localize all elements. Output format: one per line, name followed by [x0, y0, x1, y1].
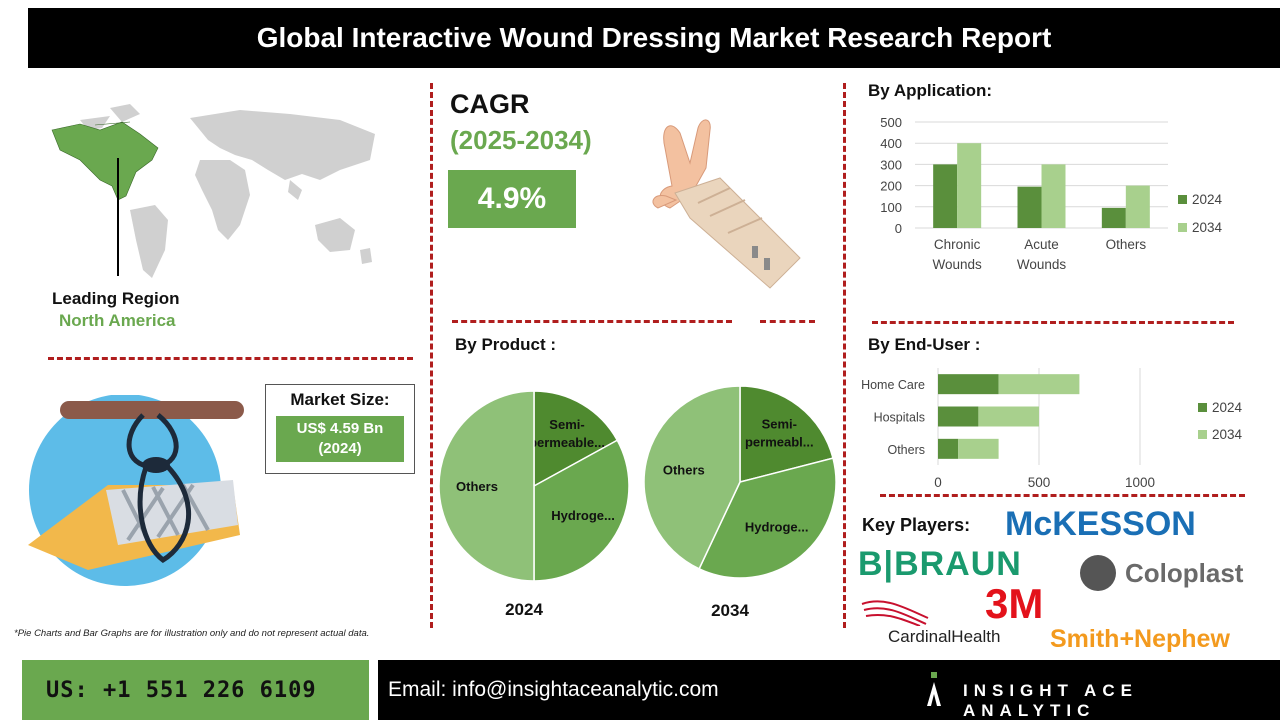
enduser-bar-chart: 0 500 1000 Home Care Hospitals Others 2024 2034	[861, 368, 1243, 490]
bar	[1017, 186, 1042, 228]
legend-label: 2034	[1212, 427, 1243, 442]
y-tick-label: 300	[880, 157, 902, 172]
bar	[938, 438, 959, 459]
divider-vertical-right	[843, 83, 846, 628]
application-bar-chart: 0 100 200 300 400 500 Chronic Wounds Acute Wounds…	[880, 115, 1223, 272]
x-tick-label: Chronic	[934, 237, 981, 252]
x-tick-label: 1000	[1125, 475, 1155, 490]
cagr-value: 4.9%	[448, 170, 576, 228]
cardinal-health-logo: CardinalHealth	[888, 627, 1001, 646]
divider-enduser	[880, 494, 1245, 497]
smith-nephew-logo: Smith+Nephew	[1050, 625, 1230, 653]
bar	[1101, 207, 1126, 228]
region-pointer-line	[117, 158, 119, 276]
x-tick-label: Wounds	[1017, 257, 1067, 272]
divider-vertical-left	[430, 83, 433, 628]
pie-year-label: 2034	[711, 601, 749, 620]
y-tick-label: 400	[880, 136, 902, 151]
pie-label: Hydroge...	[551, 508, 615, 523]
bbraun-logo: B|BRAUN	[858, 545, 1022, 583]
market-size-value: US$ 4.59 Bn	[296, 420, 384, 437]
y-tick-label: Others	[887, 443, 925, 457]
x-tick-label: Acute	[1024, 237, 1059, 252]
footer-email[interactable]: Email: info@insightaceanalytic.com	[388, 678, 719, 701]
market-size-year: (2024)	[318, 440, 362, 457]
bar	[938, 406, 979, 427]
pie-label: Others	[663, 462, 705, 477]
legend-label: 2024	[1212, 400, 1243, 415]
coloplast-logo: Coloplast	[1125, 558, 1244, 588]
page-title: Global Interactive Wound Dressing Market…	[28, 8, 1280, 68]
divider-cagr	[452, 320, 732, 323]
pie-slice	[533, 439, 630, 582]
product-title: By Product :	[455, 335, 557, 354]
bar	[933, 164, 958, 228]
y-tick-label: 100	[880, 200, 902, 215]
mckesson-logo: McKESSON	[1005, 505, 1196, 543]
product-pie-charts: Semi-permeable... Hydroge... Others 2024 Sem…	[438, 385, 837, 620]
bar	[957, 143, 982, 228]
cagr-label: CAGR	[450, 89, 530, 119]
bar	[978, 406, 1039, 427]
cagr-period: (2025-2034)	[450, 125, 592, 155]
footer-phone[interactable]: US: +1 551 226 6109	[22, 660, 369, 720]
legend-swatch	[1198, 430, 1207, 439]
leading-region-value: North America	[59, 311, 176, 330]
divider-cagr-end	[760, 320, 815, 323]
pie-slice	[643, 385, 741, 570]
pie-label: Hydroge...	[745, 519, 809, 534]
legend-label: 2024	[1192, 192, 1223, 207]
legend-swatch	[1178, 195, 1187, 204]
3m-logo: 3M	[985, 580, 1044, 627]
x-tick-label: 0	[934, 475, 942, 490]
wrist-bandage-illustration	[652, 119, 801, 289]
pie-label: Semi-	[549, 417, 584, 432]
legend-label: 2034	[1192, 220, 1223, 235]
bar	[938, 374, 999, 395]
arm-sling-illustration	[28, 395, 244, 586]
pie-label: Semi-	[762, 416, 797, 431]
y-tick-label: Home Care	[861, 378, 925, 392]
bar	[1041, 164, 1066, 228]
y-tick-label: 0	[895, 221, 902, 236]
pie-label: permeabl...	[745, 434, 814, 449]
x-tick-label: Wounds	[933, 257, 983, 272]
pie-slice	[533, 390, 619, 488]
pie-label: Others	[456, 479, 498, 494]
x-tick-label: Others	[1106, 237, 1147, 252]
divider-region	[48, 357, 413, 360]
pie-slice	[739, 385, 834, 483]
brand-logo-icon	[927, 672, 941, 706]
world-map	[51, 104, 375, 278]
y-tick-label: 500	[880, 115, 902, 130]
market-size-value-box: US$ 4.59 Bn (2024)	[276, 416, 404, 462]
legend-swatch	[1198, 403, 1207, 412]
pie-label: permeable...	[529, 435, 605, 450]
y-tick-label: Hospitals	[874, 411, 925, 425]
pie-slice	[698, 457, 837, 579]
pie-slice	[438, 390, 535, 582]
footer-bar: Email: info@insightaceanalytic.com INSIG…	[378, 660, 1280, 720]
bar	[998, 374, 1080, 395]
market-size-label: Market Size:	[290, 390, 390, 409]
bar	[958, 438, 999, 459]
disclaimer: *Pie Charts and Bar Graphs are for illus…	[14, 628, 370, 639]
footer-brand: INSIGHT ACE ANALYTIC	[963, 681, 1138, 720]
pie-year-label: 2024	[505, 600, 543, 619]
leading-region-label: Leading Region	[52, 289, 180, 308]
key-players-title: Key Players:	[862, 515, 971, 535]
application-title: By Application:	[868, 81, 993, 100]
y-tick-label: 200	[880, 179, 902, 194]
coloplast-icon	[1080, 555, 1116, 591]
divider-application	[872, 321, 1234, 324]
bar	[1125, 185, 1150, 228]
enduser-title: By End-User :	[868, 335, 981, 354]
cardinal-health-icon	[861, 600, 929, 626]
legend-swatch	[1178, 223, 1187, 232]
x-tick-label: 500	[1028, 475, 1051, 490]
